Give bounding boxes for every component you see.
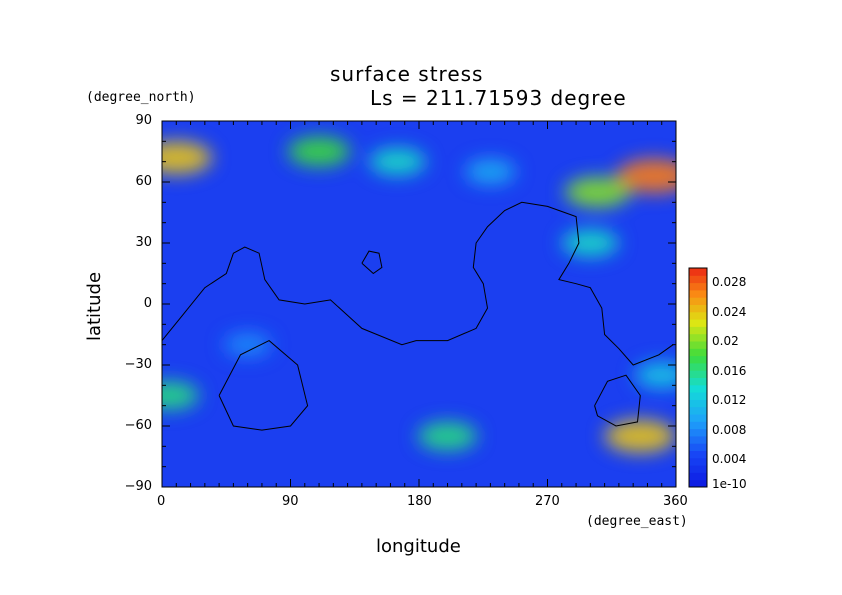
colorbar-segment: [689, 355, 707, 364]
colorbar-segment: [689, 435, 707, 444]
colorbar-segment: [689, 457, 707, 466]
heat-blob: [369, 147, 426, 176]
x-tick-label: 0: [157, 494, 166, 509]
heat-blob: [564, 176, 631, 208]
colorbar-tick-label: 0.024: [712, 305, 747, 319]
x-tick-label: 270: [535, 494, 560, 509]
contour-line: [162, 201, 674, 366]
y-tick-label: 30: [135, 235, 152, 250]
contour-line: [594, 374, 641, 427]
y-tick-label: −30: [124, 357, 152, 372]
colorbar-segment: [689, 443, 707, 451]
x-tick-label: 180: [407, 494, 432, 509]
colorbar-segment: [689, 341, 707, 349]
x-units-label: (degree_east): [586, 514, 688, 529]
heat-blob: [162, 141, 212, 174]
x-tick-label: 90: [282, 494, 299, 509]
colorbar-segment: [689, 414, 707, 422]
colorbar-segment: [689, 348, 707, 357]
colorbar-segment: [689, 421, 707, 430]
colorbar-tick-label: 1e-10: [712, 477, 747, 491]
topography-contours: [162, 201, 674, 431]
colorbar-segment: [689, 289, 707, 298]
colorbar-segment: [689, 282, 707, 291]
colorbar-segment: [689, 268, 707, 276]
y-tick-label: 90: [135, 113, 152, 128]
colorbar: [688, 267, 708, 488]
colorbar-segment: [689, 399, 707, 408]
colorbar-segment: [689, 406, 707, 415]
colorbar-segment: [689, 326, 707, 335]
colorbar-segment: [689, 465, 707, 473]
colorbar-frame: [688, 267, 708, 488]
chart-title: surface stress: [330, 62, 484, 86]
colorbar-segment: [689, 311, 707, 320]
contour-line: [218, 340, 309, 431]
colorbar-tick-label: 0.016: [712, 364, 747, 378]
colorbar-tick-label: 0.008: [712, 423, 747, 437]
y-axis-title: latitude: [84, 271, 106, 342]
heat-blob: [604, 419, 676, 453]
colorbar-tick-label: 0.004: [712, 452, 747, 466]
colorbar-segment: [689, 362, 707, 371]
heat-blob: [417, 421, 478, 451]
chart-subtitle: Ls = 211.71593 degree: [370, 86, 627, 110]
colorbar-tick-label: 0.028: [712, 275, 747, 289]
colorbar-segment: [689, 275, 707, 284]
colorbar-segment: [689, 392, 707, 400]
colorbar-tick-label: 0.02: [712, 334, 739, 348]
axis-ticks: [161, 120, 677, 488]
heat-blob: [287, 136, 351, 167]
heat-blob: [465, 159, 516, 185]
colorbar-tick-label: 0.012: [712, 393, 747, 407]
colorbar-segment: [689, 377, 707, 386]
y-tick-label: 60: [135, 174, 152, 189]
heat-blob: [562, 229, 619, 257]
colorbar-segment: [689, 297, 707, 305]
heat-blob: [162, 381, 199, 410]
colorbar-segment: [689, 428, 707, 437]
colorbar-segment: [689, 450, 707, 459]
heat-blob: [634, 361, 676, 389]
heat-blob: [616, 158, 676, 194]
x-tick-label: 360: [663, 494, 688, 509]
colorbar-segment: [689, 319, 707, 327]
colorbar-segment: [689, 384, 707, 393]
colorbar-segment: [689, 472, 707, 481]
x-axis-title: longitude: [376, 536, 461, 557]
contour-line: [361, 250, 383, 275]
y-tick-label: 0: [143, 296, 152, 311]
y-tick-label: −60: [124, 418, 152, 433]
heatmap-background: [162, 121, 676, 487]
colorbar-segment: [689, 304, 707, 313]
y-tick-label: −90: [124, 479, 152, 494]
colorbar-segment: [689, 370, 707, 378]
heatmap-blobs: [162, 136, 676, 453]
y-units-label: (degree_north): [86, 90, 196, 105]
heatmap-area: [162, 121, 676, 487]
heat-blob: [223, 332, 272, 357]
colorbar-segment: [689, 333, 707, 342]
colorbar-segment: [689, 479, 707, 488]
